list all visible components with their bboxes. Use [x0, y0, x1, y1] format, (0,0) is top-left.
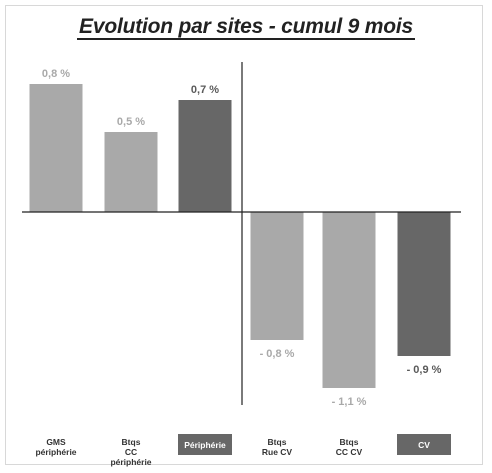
category-label-5: CV — [397, 434, 451, 455]
bar-3 — [250, 212, 304, 340]
category-label-0: GMS périphérie — [35, 437, 77, 457]
data-label-5: - 0,9 % — [407, 364, 442, 376]
bar-4 — [322, 212, 376, 388]
chart-frame — [5, 5, 483, 465]
data-label-4: - 1,1 % — [332, 396, 367, 408]
data-label-1: 0,5 % — [117, 116, 145, 128]
data-label-0: 0,8 % — [42, 68, 70, 80]
data-label-2: 0,7 % — [191, 84, 219, 96]
bar-2 — [178, 100, 232, 212]
data-label-3: - 0,8 % — [260, 348, 295, 360]
bar-0 — [29, 84, 83, 212]
bar-1 — [104, 132, 158, 212]
category-label-1: Btqs CC périphérie — [110, 437, 152, 467]
category-label-2: Périphérie — [178, 434, 232, 455]
category-label-3: Btqs Rue CV — [261, 437, 293, 457]
category-label-4: Btqs CC CV — [335, 437, 363, 457]
chart-title: Evolution par sites - cumul 9 mois — [77, 15, 415, 40]
bar-5 — [397, 212, 451, 356]
